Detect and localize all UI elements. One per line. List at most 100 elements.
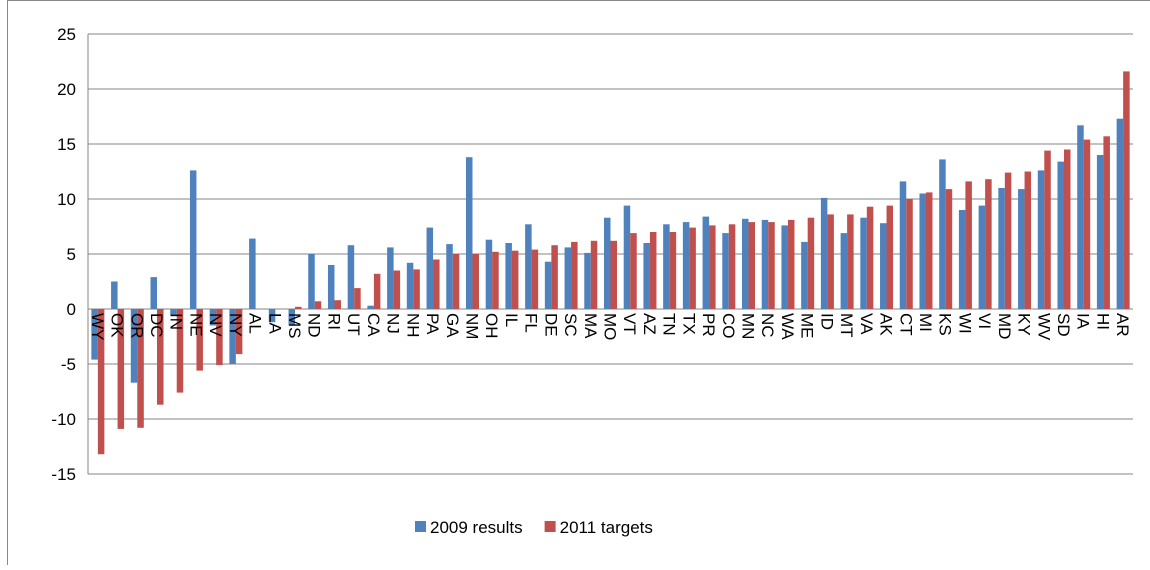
x-tick-label: SD (1054, 313, 1073, 337)
x-tick-label: MT (837, 313, 856, 338)
bar (532, 250, 539, 309)
x-tick-label: OH (482, 313, 501, 339)
x-tick-label: AL (246, 313, 265, 334)
x-tick-label: OR (127, 313, 146, 339)
bar (926, 192, 933, 309)
bar (959, 210, 966, 309)
x-tick-label: MA (581, 313, 600, 339)
y-tick-label: 10 (57, 190, 76, 209)
bar (1057, 162, 1064, 309)
bar (190, 170, 197, 309)
x-tick-label: TN (660, 313, 679, 336)
x-tick-label: WV (1034, 313, 1053, 341)
bar (334, 300, 341, 309)
bar (979, 206, 986, 309)
bar (768, 222, 775, 309)
x-tick-label: UT (344, 313, 363, 336)
x-tick-label: CO (719, 313, 738, 339)
x-tick-label: PR (699, 313, 718, 337)
bar (1084, 140, 1091, 309)
x-tick-label: NH (403, 313, 422, 338)
x-tick-label: DC (147, 313, 166, 338)
bar (611, 241, 618, 309)
bar (472, 254, 479, 309)
x-tick-label: VA (857, 313, 876, 335)
y-tick-label: 15 (57, 135, 76, 154)
bar (1005, 173, 1012, 309)
legend-label: 2011 targets (560, 518, 653, 537)
x-tick-label: DE (541, 313, 560, 337)
x-tick-label: NC (758, 313, 777, 338)
bar (663, 224, 670, 309)
x-tick-label: MN (739, 313, 758, 339)
bar (453, 254, 460, 309)
bar (367, 306, 374, 309)
bar (394, 271, 401, 310)
bar (827, 214, 834, 309)
y-tick-label: -10 (51, 410, 76, 429)
x-tick-label: PA (423, 313, 442, 335)
bar (1077, 125, 1084, 309)
x-tick-label: CT (896, 313, 915, 336)
x-tick-label: VI (975, 313, 994, 329)
bar (591, 241, 598, 309)
bar (492, 252, 499, 309)
bar (985, 179, 992, 309)
x-tick-label: MD (995, 313, 1014, 339)
x-tick-label: IN (167, 313, 186, 330)
bar (939, 159, 946, 309)
bar (354, 288, 361, 309)
x-tick-label: MI (916, 313, 935, 332)
bar (650, 232, 657, 309)
bar (742, 219, 749, 309)
bar (729, 224, 736, 309)
y-tick-label: 20 (57, 80, 76, 99)
bar (407, 263, 414, 309)
x-tick-label: MO (601, 313, 620, 340)
bar (584, 253, 591, 309)
x-tick-label: NV (206, 313, 225, 337)
x-tick-label: ND (305, 313, 324, 338)
bar (111, 282, 118, 310)
bar (900, 181, 907, 309)
x-tick-label: NY (226, 313, 245, 337)
bar (427, 228, 434, 309)
bar (1064, 150, 1071, 310)
x-tick-label: KY (1015, 313, 1034, 336)
bar (643, 243, 650, 309)
bar (413, 269, 420, 309)
bar (821, 198, 828, 309)
x-tick-label: OK (108, 313, 127, 338)
x-tick-label: ID (817, 313, 836, 330)
bar (348, 245, 355, 309)
bar (551, 245, 558, 309)
legend-label: 2009 results (430, 518, 523, 537)
x-tick-label: AZ (640, 313, 659, 335)
bar (512, 251, 519, 309)
legend-swatch (545, 521, 556, 532)
bar (486, 240, 493, 309)
x-tick-label: AR (1113, 313, 1132, 337)
bar (867, 207, 874, 309)
bar (315, 301, 322, 309)
x-tick-label: KS (936, 313, 955, 336)
bar (860, 218, 867, 309)
bar (545, 262, 552, 309)
bar (887, 206, 894, 309)
bar (762, 220, 769, 309)
bar (624, 206, 631, 309)
bar (965, 181, 972, 309)
x-tick-label: HI (1093, 313, 1112, 330)
x-tick-label: IL (502, 313, 521, 327)
bar (249, 239, 256, 309)
bar (709, 225, 716, 309)
bar (565, 247, 572, 309)
x-tick-label: GA (443, 313, 462, 338)
bar (151, 277, 158, 309)
y-tick-label: 0 (67, 300, 76, 319)
bar (1103, 136, 1110, 309)
x-tick-label: AK (877, 313, 896, 336)
bar (604, 218, 611, 309)
bar (788, 220, 795, 309)
